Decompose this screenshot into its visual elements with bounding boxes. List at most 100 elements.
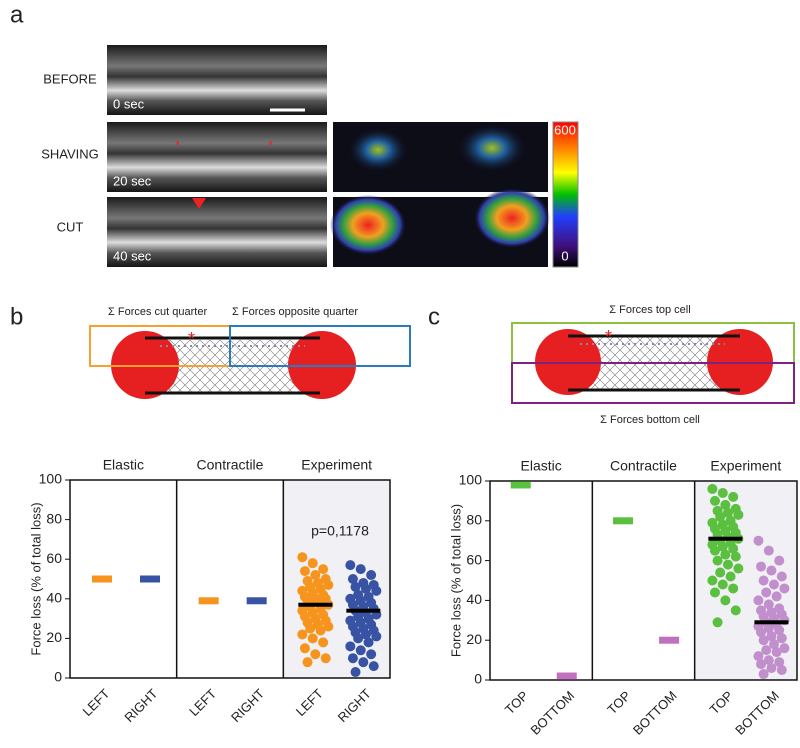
data-point bbox=[720, 499, 731, 510]
colorbar-min: 0 bbox=[561, 248, 568, 263]
y-tick-label: 0 bbox=[474, 671, 482, 687]
model-bar bbox=[198, 597, 219, 605]
data-point bbox=[366, 570, 377, 581]
data-point bbox=[315, 625, 326, 636]
data-point bbox=[712, 555, 723, 566]
y-tick-label: 100 bbox=[459, 472, 483, 488]
plot-frame bbox=[489, 480, 798, 681]
data-point bbox=[707, 483, 718, 494]
data-point bbox=[709, 495, 720, 506]
model-bar bbox=[659, 636, 680, 644]
panel-label: b bbox=[10, 303, 23, 330]
y-tick-label: 20 bbox=[466, 631, 482, 647]
model-bar bbox=[556, 672, 577, 680]
asterisk: * bbox=[605, 327, 612, 347]
data-point bbox=[761, 645, 772, 656]
data-point bbox=[709, 545, 720, 556]
data-point bbox=[720, 595, 731, 606]
x-tick-label: LEFT bbox=[186, 686, 219, 719]
data-point bbox=[763, 545, 774, 556]
data-point bbox=[756, 627, 767, 638]
data-point bbox=[371, 585, 382, 596]
x-tick-label: LEFT bbox=[293, 686, 326, 719]
data-point bbox=[323, 579, 334, 590]
group-label: Contractile bbox=[197, 457, 264, 473]
data-point bbox=[360, 629, 371, 640]
data-point bbox=[766, 663, 777, 674]
data-point bbox=[763, 623, 774, 634]
mean-bar bbox=[298, 602, 333, 607]
x-tick-label: RIGHT bbox=[335, 686, 374, 725]
data-point bbox=[779, 583, 790, 594]
data-point bbox=[720, 549, 731, 560]
data-point bbox=[323, 621, 334, 632]
diagram-label: Σ Forces top cell bbox=[609, 304, 690, 316]
row-label: SHAVING bbox=[41, 146, 99, 161]
data-point bbox=[758, 635, 769, 646]
data-point bbox=[345, 560, 356, 571]
data-point bbox=[728, 583, 739, 594]
data-point bbox=[779, 643, 790, 654]
data-point bbox=[347, 653, 358, 664]
group-label: Experiment bbox=[710, 458, 781, 474]
data-point bbox=[347, 574, 358, 584]
row-label: BEFORE bbox=[43, 71, 97, 86]
y-tick-label: 40 bbox=[466, 591, 482, 607]
data-point bbox=[728, 491, 739, 502]
diagram-label: Σ Forces cut quarter bbox=[108, 306, 207, 318]
data-point bbox=[758, 669, 769, 680]
x-tick-label: BOTTOM bbox=[732, 688, 782, 738]
group-label: Elastic bbox=[103, 457, 144, 473]
data-point bbox=[355, 564, 366, 575]
data-point bbox=[297, 629, 308, 640]
y-tick-label: 0 bbox=[54, 669, 62, 685]
data-point bbox=[299, 566, 310, 577]
y-axis-label: Force loss (% of total loss) bbox=[448, 504, 463, 657]
panel-c-diagram: c Σ Forces top cell Σ Forces bottom cell… bbox=[428, 303, 795, 426]
data-point bbox=[318, 564, 329, 575]
data-point bbox=[730, 605, 741, 616]
diagram-label: Σ Forces bottom cell bbox=[600, 414, 700, 426]
data-point bbox=[774, 555, 785, 566]
data-point bbox=[307, 558, 318, 569]
data-point bbox=[756, 659, 767, 670]
panel-label: c bbox=[428, 303, 440, 330]
x-tick-label: TOP bbox=[502, 688, 531, 717]
data-point bbox=[299, 643, 310, 654]
data-point bbox=[769, 639, 780, 650]
data-point bbox=[310, 649, 321, 660]
micrograph bbox=[107, 122, 327, 192]
data-point bbox=[774, 657, 785, 668]
plot-frame bbox=[69, 479, 391, 679]
data-point bbox=[307, 633, 318, 644]
data-point bbox=[728, 543, 739, 554]
x-tick-label: RIGHT bbox=[121, 686, 160, 725]
force-blob bbox=[474, 188, 550, 248]
data-point bbox=[776, 665, 787, 676]
group-label: Elastic bbox=[521, 458, 562, 474]
force-blob bbox=[458, 124, 526, 172]
asterisk: * bbox=[175, 137, 180, 152]
model-bar bbox=[510, 481, 531, 489]
roi-box bbox=[511, 362, 795, 404]
asterisk: * bbox=[188, 329, 195, 349]
force-blob bbox=[330, 195, 406, 255]
data-point bbox=[350, 581, 361, 592]
mean-bar bbox=[346, 608, 381, 613]
mean-bar bbox=[754, 620, 789, 625]
data-point bbox=[753, 535, 764, 546]
force-blob bbox=[348, 128, 408, 172]
data-point bbox=[717, 541, 728, 552]
data-point bbox=[320, 653, 331, 664]
data-point bbox=[305, 623, 316, 634]
model-bar bbox=[92, 575, 112, 583]
x-tick-label: TOP bbox=[707, 688, 736, 717]
time-label: 0 sec bbox=[113, 96, 145, 111]
micrograph bbox=[107, 197, 327, 267]
y-tick-label: 60 bbox=[466, 551, 482, 567]
x-tick-label: BOTTOM bbox=[630, 688, 680, 738]
colorbar bbox=[552, 121, 579, 268]
model-bar bbox=[613, 517, 634, 525]
x-tick-label: BOTTOM bbox=[528, 688, 578, 738]
